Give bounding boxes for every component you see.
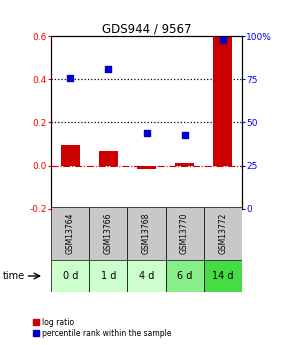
Bar xyxy=(166,207,204,260)
Bar xyxy=(89,207,127,260)
Text: GSM13770: GSM13770 xyxy=(180,213,189,255)
Bar xyxy=(51,207,89,260)
Bar xyxy=(175,164,194,166)
Bar xyxy=(213,36,232,166)
Bar xyxy=(127,260,166,292)
Point xyxy=(144,130,149,136)
Bar xyxy=(61,145,80,166)
Bar xyxy=(51,260,89,292)
Text: GSM13766: GSM13766 xyxy=(104,213,113,255)
Text: 6 d: 6 d xyxy=(177,271,192,281)
Bar xyxy=(127,207,166,260)
Text: 4 d: 4 d xyxy=(139,271,154,281)
Text: 14 d: 14 d xyxy=(212,271,234,281)
Bar xyxy=(99,150,118,166)
Bar xyxy=(204,260,242,292)
Legend: log ratio, percentile rank within the sample: log ratio, percentile rank within the sa… xyxy=(33,318,172,338)
Title: GDS944 / 9567: GDS944 / 9567 xyxy=(102,22,191,35)
Point xyxy=(106,66,111,72)
Text: GSM13772: GSM13772 xyxy=(218,213,227,254)
Bar xyxy=(204,207,242,260)
Point xyxy=(220,37,225,42)
Text: GSM13768: GSM13768 xyxy=(142,213,151,254)
Text: 0 d: 0 d xyxy=(63,271,78,281)
Text: GSM13764: GSM13764 xyxy=(66,213,75,255)
Point xyxy=(68,75,73,80)
Bar xyxy=(89,260,127,292)
Text: time: time xyxy=(3,271,25,281)
Point xyxy=(182,132,187,137)
Bar xyxy=(166,260,204,292)
Text: 1 d: 1 d xyxy=(101,271,116,281)
Bar xyxy=(137,166,156,169)
